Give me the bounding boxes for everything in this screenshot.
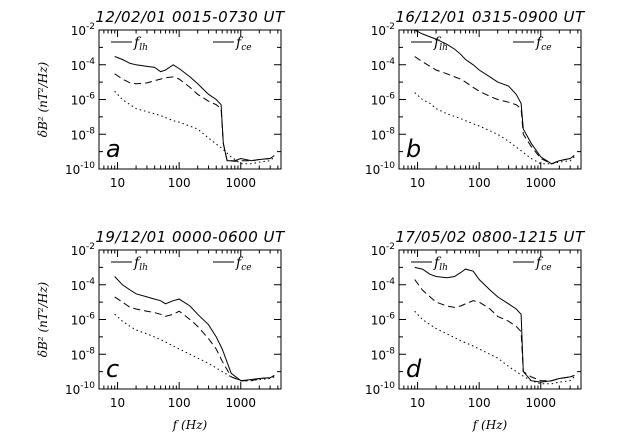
x-tick-label: 100 <box>168 396 191 410</box>
series-dotted <box>114 90 275 165</box>
y-tick-label: 10-10 <box>365 161 395 177</box>
legend-label-flh: flh <box>433 35 448 53</box>
y-tick-label: 10-6 <box>371 312 396 328</box>
y-tick-label: 10-4 <box>371 57 396 73</box>
y-axis-title: δB² (nT²/Hz) <box>36 61 50 137</box>
chart-panel-b: 16/12/01 0315-0900 UT 10 100 1000 10-10 10-8 1… <box>365 8 586 190</box>
series-solid <box>114 276 275 382</box>
x-tick-label: 10 <box>410 396 425 410</box>
legend-label-fce: fce <box>535 35 552 53</box>
y-tick-label: 10-10 <box>365 381 395 397</box>
panel-title: 12/02/01 0015-0730 UT <box>95 8 286 26</box>
series-dashed <box>114 296 275 382</box>
y-tick-label: 10-8 <box>71 126 96 142</box>
y-tick-label: 10-4 <box>71 277 96 293</box>
x-tick-label: 100 <box>468 176 491 190</box>
x-axis-title: f (Hz) <box>472 418 508 432</box>
y-tick-label: 10-6 <box>371 92 396 108</box>
legend-label-flh: flh <box>433 255 448 273</box>
y-tick-label: 10-2 <box>71 242 95 258</box>
chart-panel-d: 17/05/02 0800-1215 UT 10 100 1000 10-10 10-8 1… <box>365 228 586 432</box>
y-tick-label: 10-2 <box>71 22 95 38</box>
x-tick-label: 1000 <box>225 396 256 410</box>
plot-frame <box>398 29 582 170</box>
y-tick-label: 10-10 <box>65 381 95 397</box>
series-dotted <box>414 92 575 165</box>
panel-letter: a <box>106 135 121 163</box>
series-dashed <box>114 73 275 162</box>
legend-label-fce: fce <box>535 255 552 273</box>
series-dashed <box>414 279 575 382</box>
x-tick-label: 100 <box>168 176 191 190</box>
y-tick-label: 10-2 <box>371 22 395 38</box>
x-tick-label: 10 <box>110 396 125 410</box>
y-tick-label: 10-6 <box>71 92 96 108</box>
x-tick-label: 1000 <box>525 396 556 410</box>
panel-title: 17/05/02 0800-1215 UT <box>395 228 586 246</box>
chart-panel-c: 19/12/01 0000-0600 UT 10 100 1000 10-10 10-8 1… <box>36 228 286 432</box>
chart-panel-a: 12/02/01 0015-0730 UT 10 100 1000 10-10 10-8 1… <box>36 8 286 190</box>
series-dotted <box>414 310 575 385</box>
y-tick-label: 10-8 <box>371 346 396 362</box>
panel-letter: d <box>406 355 422 383</box>
panel-letter: c <box>106 355 119 383</box>
y-tick-label: 10-4 <box>371 277 396 293</box>
legend-label-flh: flh <box>133 35 148 53</box>
y-tick-label: 10-10 <box>65 161 95 177</box>
y-tick-label: 10-8 <box>371 126 396 142</box>
x-tick-label: 1000 <box>225 176 256 190</box>
y-tick-label: 10-6 <box>71 312 96 328</box>
panel-title: 19/12/01 0000-0600 UT <box>95 228 286 246</box>
legend-label-flh: flh <box>133 255 148 273</box>
series-dotted <box>114 313 275 382</box>
x-tick-label: 10 <box>410 176 425 190</box>
plot-frame <box>98 29 282 170</box>
series-solid <box>414 266 575 383</box>
y-axis-title: δB² (nT²/Hz) <box>36 281 50 357</box>
panel-letter: b <box>406 135 421 163</box>
x-tick-label: 1000 <box>525 176 556 190</box>
legend-label-fce: fce <box>235 255 252 273</box>
series-solid <box>414 30 575 165</box>
x-tick-label: 100 <box>468 396 491 410</box>
legend-label-fce: fce <box>235 35 252 53</box>
x-axis-title: f (Hz) <box>172 418 208 432</box>
plot-frame <box>398 249 582 390</box>
panel-title: 16/12/01 0315-0900 UT <box>395 8 586 26</box>
y-tick-label: 10-8 <box>71 346 96 362</box>
series-dashed <box>414 56 575 165</box>
y-tick-label: 10-4 <box>71 57 96 73</box>
x-tick-label: 10 <box>110 176 125 190</box>
y-tick-label: 10-2 <box>371 242 395 258</box>
series-solid <box>114 56 275 162</box>
